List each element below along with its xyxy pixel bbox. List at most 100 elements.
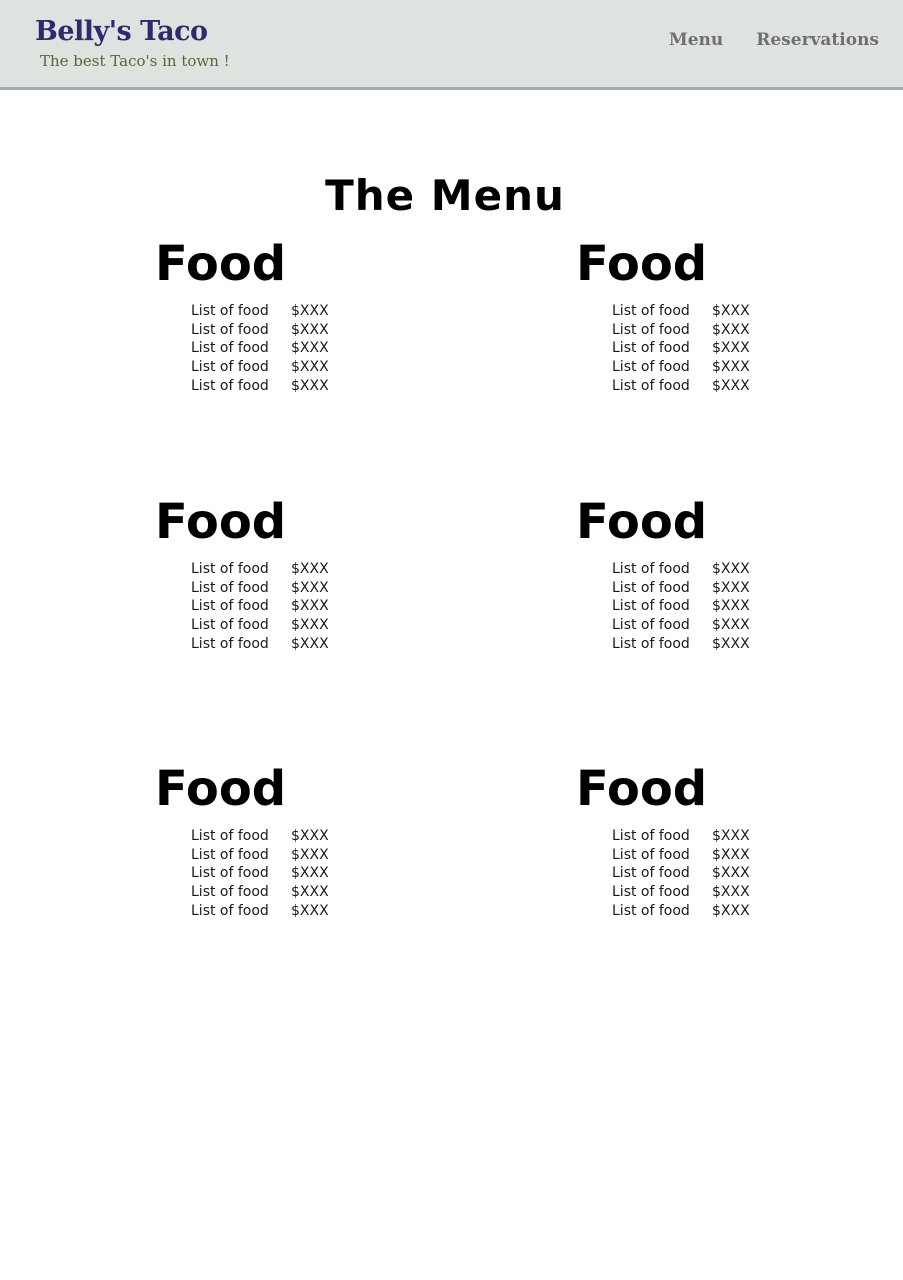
item-name: List of food (612, 617, 690, 634)
item-price: $XXX (291, 303, 329, 319)
section-title: Food (576, 761, 708, 817)
item-name: List of food (612, 846, 690, 863)
menu-item: List of food $XXX (612, 635, 903, 654)
item-price: $XXX (291, 617, 329, 634)
nav-link-menu[interactable]: Menu (668, 30, 724, 50)
menu-item: List of food $XXX (191, 846, 485, 865)
menu-item: List of food $XXX (191, 321, 485, 340)
section-title: Food (155, 236, 287, 292)
item-name: List of food (191, 865, 269, 882)
section-title: Food (576, 236, 708, 292)
item-name: List of food (191, 617, 269, 634)
item-price: $XXX (291, 377, 329, 394)
menu-item: List of food $XXX (612, 846, 903, 865)
menu-item: List of food $XXX (191, 302, 485, 321)
item-name: List of food (191, 579, 269, 596)
item-name: List of food (191, 846, 269, 863)
menu-item: List of food $XXX (191, 635, 485, 654)
section-title: Food (576, 494, 708, 550)
item-name: List of food (612, 884, 690, 901)
site-header: Belly's Taco The best Taco's in town ! M… (0, 0, 903, 90)
menu-item: List of food $XXX (612, 597, 903, 616)
menu-item: List of food $XXX (612, 579, 903, 598)
item-price: $XXX (291, 598, 329, 615)
item-name: List of food (612, 561, 690, 577)
item-price: $XXX (712, 846, 750, 863)
item-price: $XXX (712, 303, 750, 319)
menu-item: List of food $XXX (612, 827, 903, 846)
brand-name[interactable]: Belly's Taco (35, 16, 208, 47)
item-price: $XXX (712, 884, 750, 901)
item-price: $XXX (291, 902, 329, 919)
item-price: $XXX (712, 617, 750, 634)
item-price: $XXX (712, 828, 750, 844)
menu-item: List of food $XXX (612, 902, 903, 921)
item-price: $XXX (291, 865, 329, 882)
menu-item: List of food $XXX (191, 339, 485, 358)
menu-item: List of food $XXX (191, 597, 485, 616)
item-price: $XXX (291, 635, 329, 652)
item-price: $XXX (712, 561, 750, 577)
item-price: $XXX (712, 377, 750, 394)
brand[interactable]: Belly's Taco The best Taco's in town ! (35, 14, 230, 72)
brand-tagline: The best Taco's in town ! (40, 52, 230, 70)
menu-item: List of food $XXX (612, 616, 903, 635)
menu-section: Food List of food $XXX List of food $XXX L… (576, 494, 903, 654)
item-name: List of food (191, 635, 269, 652)
menu-item: List of food $XXX (612, 321, 903, 340)
menu-item: List of food $XXX (612, 883, 903, 902)
item-name: List of food (612, 902, 690, 919)
item-name: List of food (612, 828, 690, 844)
menu-item-list: List of food $XXX List of food $XXX List o… (191, 827, 485, 921)
item-price: $XXX (291, 828, 329, 844)
item-name: List of food (191, 377, 269, 394)
menu-item: List of food $XXX (612, 302, 903, 321)
item-price: $XXX (712, 579, 750, 596)
item-price: $XXX (712, 865, 750, 882)
item-price: $XXX (712, 635, 750, 652)
menu-item: List of food $XXX (191, 358, 485, 377)
menu-section: Food List of food $XXX List of food $XXX L… (155, 236, 485, 396)
nav-link-reservations[interactable]: Reservations (756, 30, 879, 50)
section-title: Food (155, 494, 287, 550)
item-price: $XXX (291, 884, 329, 901)
section-title: Food (155, 761, 287, 817)
item-name: List of food (612, 359, 690, 376)
menu-item: List of food $XXX (191, 883, 485, 902)
item-name: List of food (191, 303, 269, 319)
item-name: List of food (612, 865, 690, 882)
item-name: List of food (612, 579, 690, 596)
menu-item: List of food $XXX (191, 827, 485, 846)
menu-item: List of food $XXX (612, 560, 903, 579)
item-price: $XXX (712, 598, 750, 615)
item-name: List of food (191, 828, 269, 844)
menu-item: List of food $XXX (612, 358, 903, 377)
item-price: $XXX (712, 321, 750, 338)
item-price: $XXX (291, 321, 329, 338)
menu-item-list: List of food $XXX List of food $XXX List o… (191, 560, 485, 654)
page-title: The Menu (325, 171, 565, 221)
item-name: List of food (191, 359, 269, 376)
item-name: List of food (191, 598, 269, 615)
menu-item-list: List of food $XXX List of food $XXX List o… (612, 302, 903, 396)
main-nav: Menu Reservations (669, 28, 879, 52)
menu-item: List of food $XXX (612, 339, 903, 358)
item-price: $XXX (712, 902, 750, 919)
menu-item-list: List of food $XXX List of food $XXX List o… (191, 302, 485, 396)
item-name: List of food (191, 902, 269, 919)
item-price: $XXX (291, 340, 329, 357)
menu-section: Food List of food $XXX List of food $XXX L… (155, 494, 485, 654)
item-name: List of food (191, 321, 269, 338)
menu-item: List of food $XXX (612, 377, 903, 396)
menu-item: List of food $XXX (191, 377, 485, 396)
item-name: List of food (612, 377, 690, 394)
item-price: $XXX (712, 340, 750, 357)
item-price: $XXX (291, 561, 329, 577)
menu-item: List of food $XXX (612, 864, 903, 883)
item-price: $XXX (291, 579, 329, 596)
item-name: List of food (612, 598, 690, 615)
menu-section: Food List of food $XXX List of food $XXX L… (155, 761, 485, 921)
menu-item: List of food $XXX (191, 579, 485, 598)
menu-item: List of food $XXX (191, 864, 485, 883)
menu-item-list: List of food $XXX List of food $XXX List o… (612, 827, 903, 921)
